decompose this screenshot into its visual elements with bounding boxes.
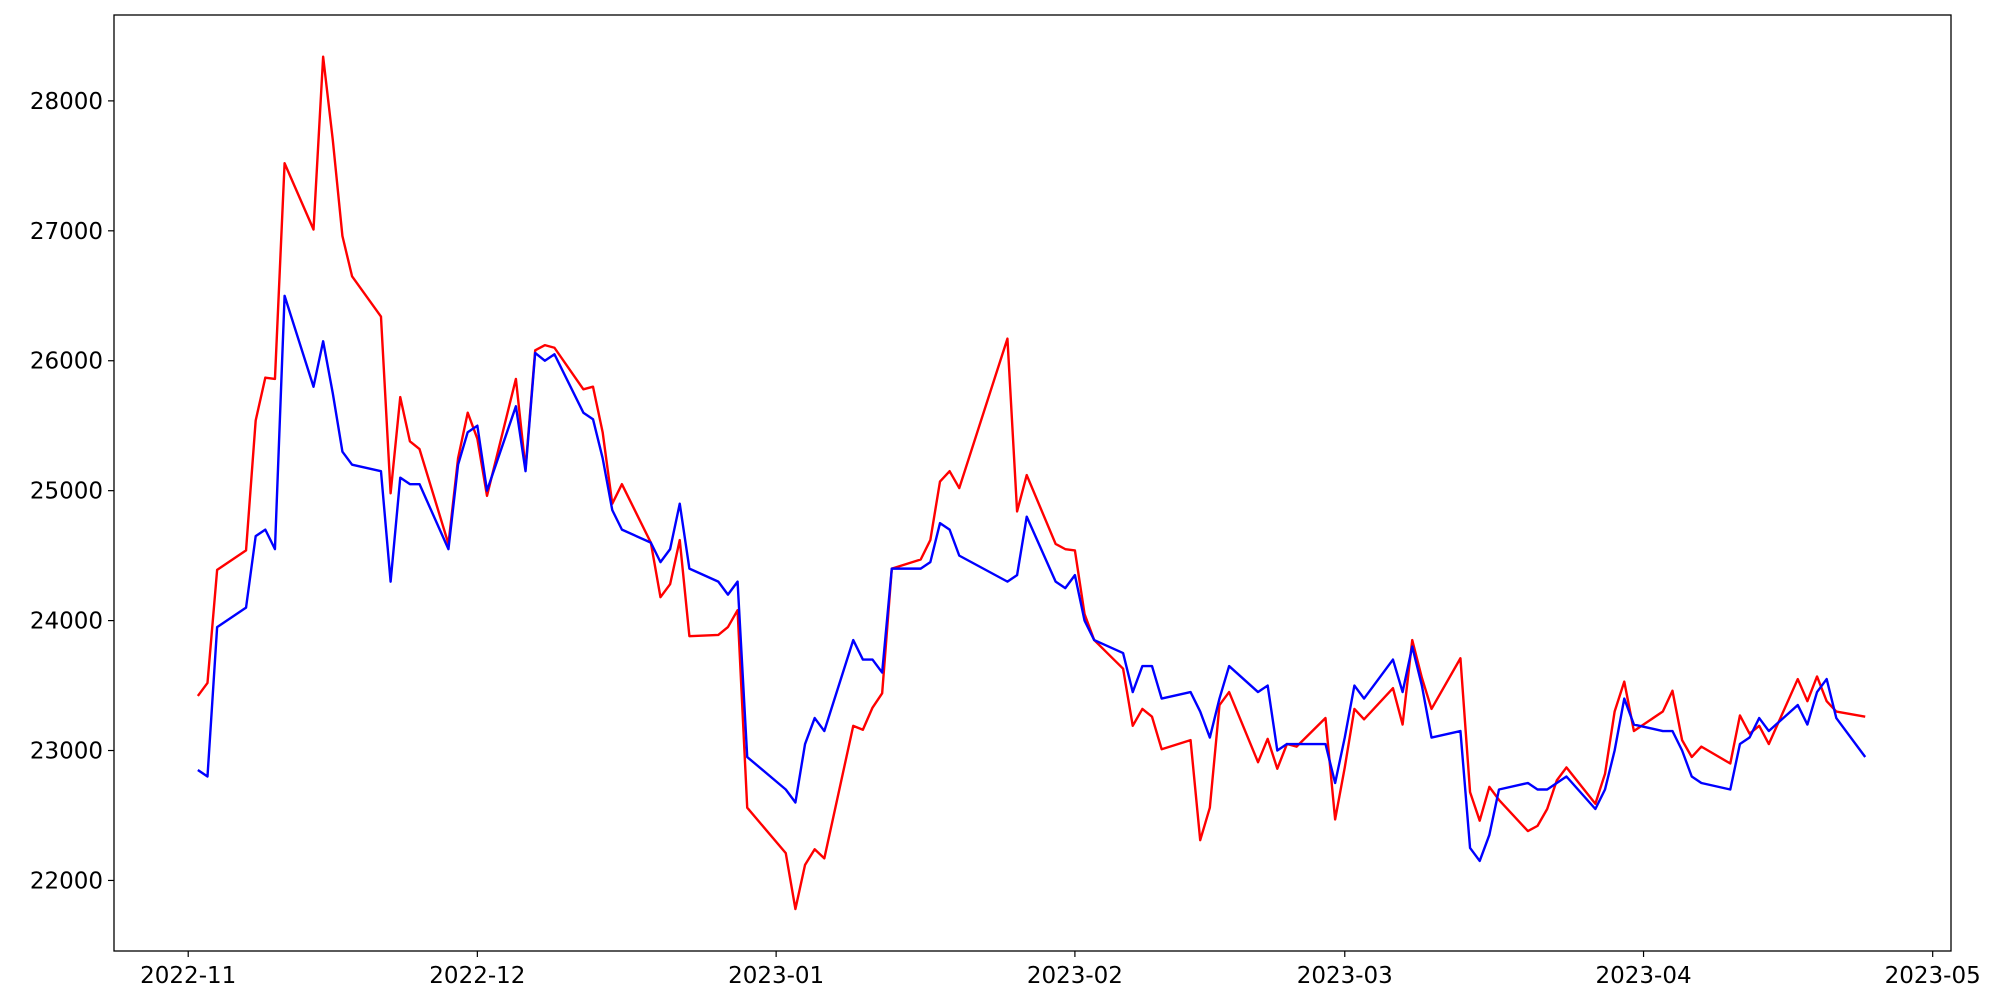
y-tick-label: 27000 (30, 219, 103, 245)
data-line (197, 294, 1867, 863)
y-tick-label: 23000 (30, 739, 103, 765)
y-tick-label: 25000 (30, 479, 103, 505)
x-tick-label: 2022-12 (429, 963, 525, 989)
plot-frame (113, 14, 1952, 952)
x-tick-label: 2023-04 (1595, 963, 1691, 989)
x-tick-label: 2023-03 (1297, 963, 1393, 989)
y-tick-label: 26000 (30, 349, 103, 375)
x-tick-label: 2023-02 (1027, 963, 1123, 989)
x-tick-label: 2023-01 (728, 963, 824, 989)
y-tick-label: 22000 (30, 868, 103, 894)
x-tick-label: 2022-11 (140, 963, 236, 989)
y-tick-label: 24000 (30, 609, 103, 635)
y-tick-label: 28000 (30, 89, 103, 115)
data-line (196, 55, 1866, 911)
x-tick-label: 2023-05 (1885, 963, 1981, 989)
